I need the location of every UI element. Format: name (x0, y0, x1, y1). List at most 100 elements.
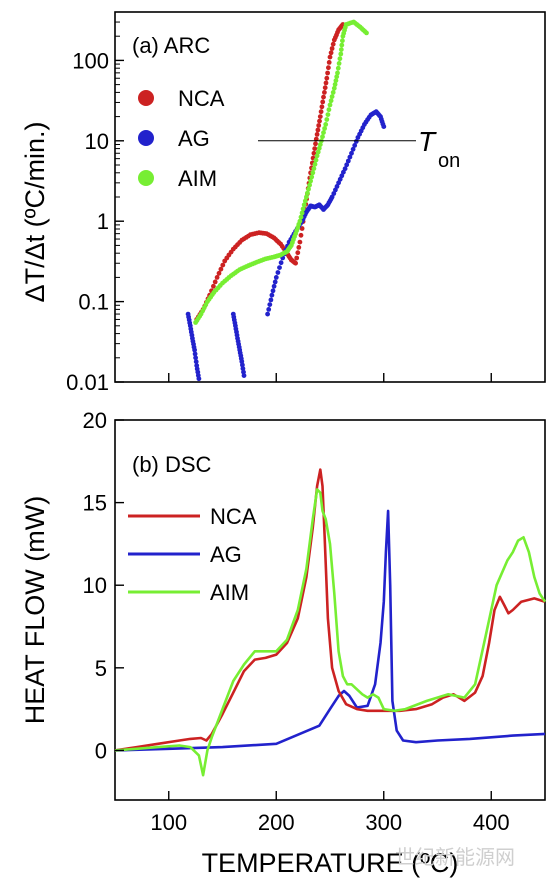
arc-point-ag (241, 369, 246, 375)
arc-point-aim (321, 130, 326, 136)
arc-point-ag (273, 275, 279, 280)
arc-point-aim (309, 174, 315, 180)
arc-point-aim (305, 190, 310, 196)
arc-point-nca (312, 146, 318, 152)
arc-point-aim (312, 161, 318, 167)
dsc-panel: 0 5 10 15 20 100 200 300 400 (b) DSC NCA AG AIM… (20, 408, 547, 878)
arc-y-tick-label: 1 (97, 209, 109, 234)
dsc-x-ticks: 100 200 300 400 (150, 791, 510, 835)
arc-point-ag (272, 279, 278, 285)
arc-point-ag (241, 373, 247, 378)
arc-point-nca (313, 141, 318, 147)
arc-point-aim (329, 94, 335, 99)
arc-point-ag (344, 162, 350, 168)
legend-label-nca: NCA (178, 86, 225, 111)
arc-panel-label: (a) ARC (132, 33, 210, 58)
arc-point-nca (325, 70, 330, 76)
arc-point-aim (330, 90, 336, 95)
arc-point-ag (352, 143, 358, 148)
arc-point-nca (216, 270, 222, 276)
dsc-x-tick-label: 300 (365, 810, 402, 835)
arc-point-ag (270, 288, 276, 294)
dsc-line-aim (114, 488, 547, 777)
arc-point-aim (323, 122, 329, 127)
legend-marker-ag (138, 130, 154, 146)
arc-point-nca (313, 136, 319, 142)
dsc-y-tick-label: 10 (83, 573, 107, 598)
arc-point-ag (345, 158, 351, 164)
arc-point-aim (307, 182, 312, 188)
arc-point-nca (218, 266, 224, 272)
arc-point-ag (267, 302, 273, 307)
onset-label-subscript: on (438, 150, 460, 172)
arc-point-nca (297, 239, 303, 245)
arc-legend: NCA AG AIM (138, 86, 225, 191)
arc-point-ag (271, 283, 277, 289)
arc-point-aim (315, 149, 321, 155)
arc-point-nca (327, 54, 333, 60)
arc-point-nca (324, 75, 330, 81)
arc-point-nca (321, 94, 326, 100)
arc-point-nca (317, 114, 323, 119)
arc-point-aim (322, 126, 327, 131)
legend-label-nca: NCA (210, 504, 257, 529)
arc-point-aim (340, 38, 345, 44)
dsc-y-ticks: 0 5 10 15 20 (83, 408, 124, 763)
arc-point-aim (310, 170, 316, 176)
arc-x-ticks (168, 373, 492, 382)
arc-point-ag (269, 292, 275, 298)
arc-point-nca (328, 50, 334, 56)
arc-point-aim (338, 47, 344, 52)
arc-point-aim (302, 198, 308, 204)
arc-point-nca (317, 118, 322, 124)
dsc-y-axis-title: HEAT FLOW (mW) (20, 496, 50, 724)
dsc-y-tick-label: 5 (95, 656, 107, 681)
arc-point-nca (315, 127, 321, 133)
arc-point-ag (240, 362, 245, 368)
arc-point-nca (329, 46, 335, 51)
arc-point-aim (299, 210, 305, 216)
arc-y-axis-title: ΔT/Δt (ºC/min.) (20, 122, 50, 303)
dsc-legend: NCA AG AIM (128, 504, 257, 605)
arc-point-nca (326, 65, 331, 71)
arc-point-nca (296, 245, 302, 250)
arc-point-ag (342, 166, 348, 172)
arc-point-ag (350, 146, 356, 152)
arc-y-tick-label: 0.1 (78, 290, 109, 315)
dsc-line-ag (114, 509, 546, 752)
arc-y-tick-label: 100 (72, 48, 109, 73)
arc-point-ag (192, 351, 198, 357)
arc-point-aim (304, 194, 309, 200)
arc-point-ag (192, 347, 198, 353)
arc-point-ag (275, 270, 281, 275)
onset-label-symbol: T (418, 126, 437, 157)
dsc-x-tick-label: 200 (258, 810, 295, 835)
arc-point-nca (326, 60, 332, 65)
arc-point-nca (314, 132, 320, 137)
arc-point-ag (331, 191, 337, 196)
arc-point-ag (193, 355, 199, 361)
arc-point-ag (339, 173, 345, 179)
dsc-y-tick-label: 20 (83, 408, 107, 433)
arc-point-ag (193, 359, 199, 365)
arc-point-aim (308, 178, 313, 184)
arc-point-ag (268, 297, 274, 303)
legend-label-ag: AG (210, 542, 242, 567)
legend-marker-nca (138, 90, 154, 106)
arc-point-aim (314, 153, 320, 159)
arc-point-nca (293, 260, 298, 266)
arc-point-aim (298, 214, 304, 220)
arc-point-aim (316, 145, 322, 151)
arc-point-aim (320, 134, 325, 140)
arc-point-aim (324, 117, 330, 122)
dsc-x-tick-label: 400 (473, 810, 510, 835)
legend-marker-aim (138, 170, 154, 186)
arc-point-ag (349, 150, 354, 156)
legend-label-aim: AIM (178, 166, 217, 191)
arc-point-nca (330, 41, 336, 47)
arc-data-layer (185, 19, 387, 382)
arc-point-nca (318, 109, 324, 115)
dsc-x-tick-label: 100 (150, 810, 187, 835)
arc-point-aim (364, 30, 369, 36)
